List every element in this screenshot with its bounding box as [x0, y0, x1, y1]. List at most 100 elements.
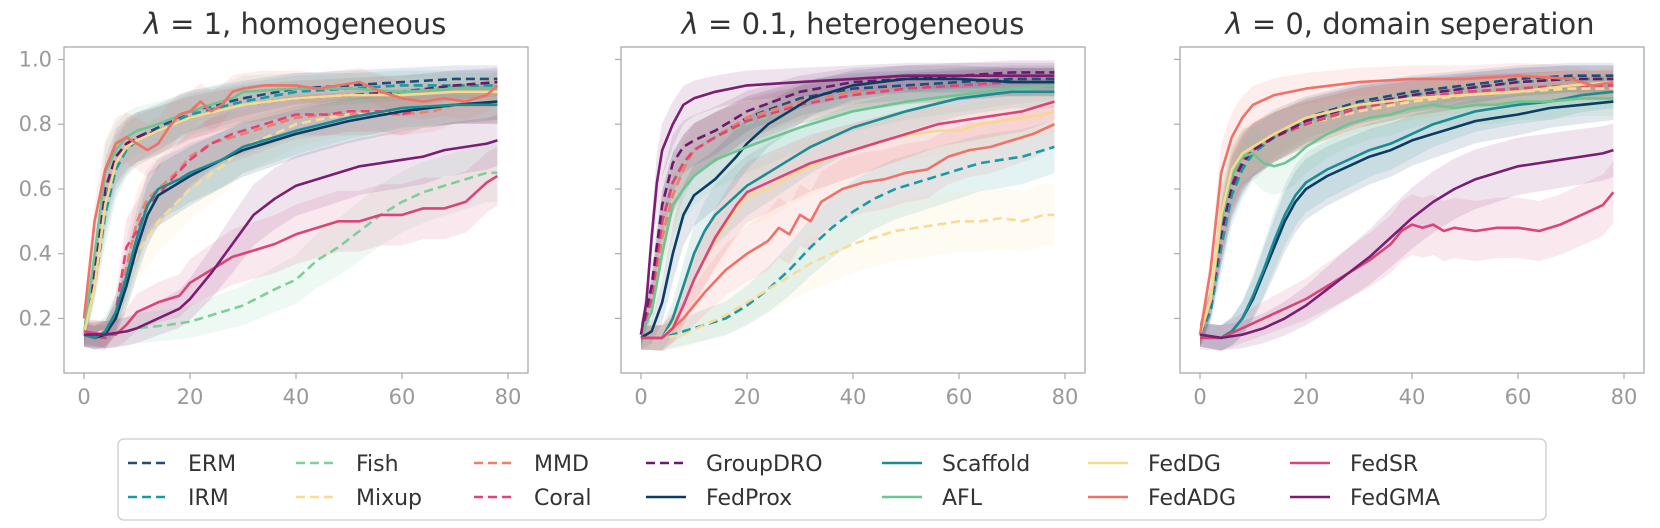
band-feddg [84, 75, 498, 347]
x-tick-label: 80 [1052, 385, 1079, 409]
legend-item-fish: Fish [296, 452, 399, 477]
band-afl [641, 70, 1055, 347]
panel-title: λ = 1, homogeneous [142, 7, 447, 41]
band-fish [641, 67, 1055, 347]
line-fish [1198, 84, 1614, 336]
legend-item-fedprox: FedProx [646, 486, 792, 511]
x-tick-label: 40 [283, 385, 310, 409]
band-erm [641, 65, 1055, 347]
x-tick-label: 20 [177, 385, 204, 409]
y-tick-label: 0.6 [19, 177, 52, 201]
band-fedprox [84, 83, 498, 350]
line-scaffold [641, 90, 1055, 340]
legend: ERM IRM Fish Mixup MMD Coral GroupDRO FedProx Sc… [117, 438, 1547, 521]
line-fedgma [639, 74, 1055, 335]
line-erm [639, 77, 1055, 335]
x-tick-label: 60 [946, 385, 973, 409]
band-mixup [641, 184, 1055, 351]
x-tick-label: 40 [840, 385, 867, 409]
x-tick-label: 80 [1611, 385, 1638, 409]
band-fedgma [84, 115, 498, 349]
legend-label: Fish [356, 452, 399, 477]
legend-label: Mixup [356, 486, 422, 511]
line-coral [83, 103, 498, 340]
legend-label: ERM [188, 452, 236, 477]
line-fedgma [1199, 148, 1614, 340]
legend-label: Coral [534, 486, 591, 511]
band-coral [1200, 70, 1614, 347]
line-fedadg [641, 123, 1055, 340]
y-tick-label: 0.8 [19, 112, 52, 136]
legend-label: GroupDRO [706, 452, 823, 477]
x-tick-label: 0 [77, 385, 90, 409]
line-mmd [639, 80, 1055, 336]
legend-label: AFL [942, 486, 983, 511]
line-fish [83, 171, 498, 336]
line-afl [1198, 97, 1614, 336]
line-fedprox [83, 100, 498, 340]
line-fedsr [83, 174, 499, 336]
band-irm [1200, 65, 1614, 347]
line-fedsr [641, 100, 1055, 340]
panel-title: λ = 0, domain seperation [1223, 7, 1594, 41]
band-erm [1200, 62, 1614, 347]
band-groupdro [84, 67, 498, 347]
y-tick-label: 0.2 [19, 306, 52, 330]
band-coral [641, 67, 1055, 347]
legend-item-fedsr: FedSR [1290, 452, 1418, 477]
legend-item-fedadg: FedADG [1088, 486, 1236, 511]
band-feddg [1200, 67, 1614, 347]
band-groupdro [641, 60, 1055, 347]
band-mmd [1200, 70, 1614, 347]
line-scaffold [1199, 90, 1614, 340]
legend-item-mixup: Mixup [296, 486, 422, 511]
legend-label: IRM [188, 486, 229, 511]
band-irm [641, 120, 1055, 351]
legend-label: FedSR [1350, 452, 1418, 477]
band-scaffold [1200, 75, 1614, 351]
panel-heterogeneous: λ = 0.1, heterogeneous 0 20 40 60 80 [615, 7, 1086, 409]
band-coral [84, 85, 498, 351]
panel-domain-seperation: λ = 0, domain seperation 0 20 40 60 80 [1174, 7, 1645, 409]
line-mmd [84, 103, 498, 336]
band-fedgma [641, 62, 1055, 347]
legend-item-feddg: FedDG [1088, 452, 1221, 477]
band-fish [1200, 70, 1614, 347]
line-feddg [1198, 80, 1614, 335]
line-fedgma [84, 139, 498, 336]
x-tick-label: 40 [1399, 385, 1426, 409]
legend-label: FedProx [706, 486, 792, 511]
x-tick-label: 80 [495, 385, 522, 409]
legend-label: FedDG [1148, 452, 1221, 477]
band-mmd [84, 85, 498, 349]
legend-label: Scaffold [942, 452, 1030, 477]
line-fedprox [640, 77, 1055, 340]
band-afl [1200, 80, 1614, 347]
legend-label: FedGMA [1350, 486, 1440, 511]
band-fedprox [641, 65, 1055, 350]
band-irm [84, 70, 498, 347]
x-tick-label: 60 [389, 385, 416, 409]
x-tick-label: 20 [1293, 385, 1320, 409]
band-fedsr [1200, 161, 1614, 351]
legend-item-fedgma: FedGMA [1290, 486, 1440, 511]
band-mixup [1200, 73, 1614, 347]
band-scaffold [84, 85, 498, 350]
x-tick-label: 0 [1193, 385, 1206, 409]
x-tick-label: 0 [634, 385, 647, 409]
line-scaffold [83, 103, 498, 340]
band-fedadg [84, 67, 498, 332]
x-tick-label: 60 [1505, 385, 1532, 409]
band-groupdro [1200, 65, 1614, 347]
x-tick-label: 20 [734, 385, 761, 409]
line-coral [639, 80, 1055, 335]
line-groupdro [1198, 77, 1614, 336]
legend-label: FedADG [1148, 486, 1236, 511]
legend-item-scaffold: Scaffold [882, 452, 1030, 477]
legend-item-erm: ERM [128, 452, 236, 477]
legend-item-groupdro: GroupDRO [646, 452, 823, 477]
legend-box [117, 438, 1547, 521]
y-tick-label: 0.4 [19, 242, 52, 266]
legend-item-mmd: MMD [474, 452, 589, 477]
